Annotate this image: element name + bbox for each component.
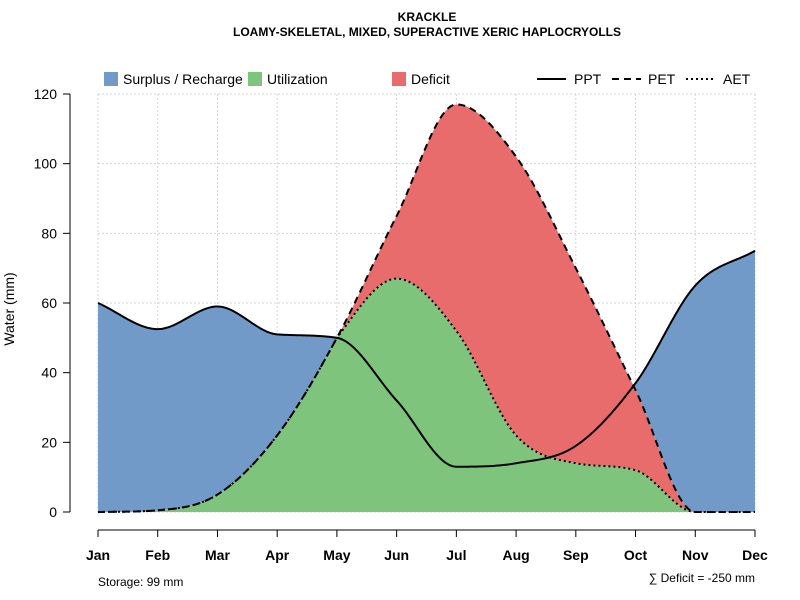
y-tick-label: 20 bbox=[41, 434, 57, 450]
legend-label-aet: AET bbox=[723, 71, 751, 87]
axes: 0 20 40 60 80 100 120 Jan Feb Mar Apr May Jun Jul Aug S… bbox=[34, 86, 768, 563]
x-tick-label-may: May bbox=[323, 547, 350, 563]
x-tick-label-mar: Mar bbox=[205, 547, 230, 563]
x-tick-label-nov: Nov bbox=[682, 547, 709, 563]
area-fills bbox=[98, 104, 755, 512]
chart-subtitle: LOAMY-SKELETAL, MIXED, SUPERACTIVE XERIC… bbox=[233, 25, 621, 39]
deficit-note: ∑ Deficit = -250 mm bbox=[649, 571, 755, 585]
legend-swatch-deficit bbox=[392, 72, 406, 86]
legend-label-ppt: PPT bbox=[574, 71, 602, 87]
series-line-aet bbox=[97, 277, 755, 513]
y-tick-label: 80 bbox=[41, 225, 57, 241]
y-tick-label: 120 bbox=[34, 86, 58, 102]
x-tick-label-apr: Apr bbox=[265, 547, 290, 563]
series-lines bbox=[97, 103, 756, 513]
surplus-area bbox=[98, 104, 755, 512]
legend-label-surplus: Surplus / Recharge bbox=[123, 71, 243, 87]
y-tick-label: 40 bbox=[41, 365, 57, 381]
series-line-ppt bbox=[97, 249, 756, 468]
x-tick-label-dec: Dec bbox=[742, 547, 768, 563]
x-tick-label-aug: Aug bbox=[502, 547, 529, 563]
y-axis-label: Water (mm) bbox=[1, 272, 17, 345]
y-tick-label: 60 bbox=[41, 295, 57, 311]
utilization-area bbox=[98, 278, 755, 512]
legend-swatch-surplus bbox=[104, 72, 118, 86]
x-tick-label-jun: Jun bbox=[384, 547, 409, 563]
legend-label-pet: PET bbox=[648, 71, 676, 87]
y-tick-label: 0 bbox=[49, 504, 57, 520]
legend-label-utilization: Utilization bbox=[267, 71, 328, 87]
y-tick-label: 100 bbox=[34, 156, 58, 172]
legend-label-deficit: Deficit bbox=[411, 71, 450, 87]
chart-title: KRACKLE bbox=[398, 10, 457, 24]
x-tick-label-sep: Sep bbox=[563, 547, 589, 563]
x-tick-label-oct: Oct bbox=[624, 547, 648, 563]
storage-note: Storage: 99 mm bbox=[98, 575, 183, 589]
x-tick-label-feb: Feb bbox=[145, 547, 170, 563]
x-tick-label-jul: Jul bbox=[446, 547, 466, 563]
legend-swatch-utilization bbox=[248, 72, 262, 86]
deficit-area bbox=[98, 104, 755, 512]
x-tick-label-jan: Jan bbox=[86, 547, 110, 563]
legend: Surplus / Recharge Utilization Deficit P… bbox=[104, 71, 751, 87]
